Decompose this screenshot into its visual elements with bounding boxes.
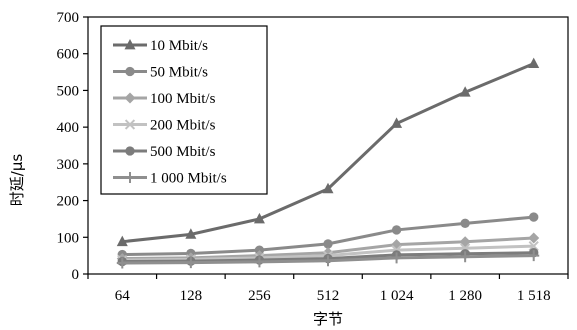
legend-item: 200 Mbit/s [113,118,216,134]
legend-marker [125,146,135,156]
x-tick-label: 1 518 [517,288,551,304]
data-point [460,218,470,229]
data-point [322,182,334,194]
legend-item: 50 Mbit/s [113,65,208,81]
x-axis-title: 字节 [313,310,343,328]
legend-item: 100 Mbit/s [113,91,216,107]
legend-label: 50 Mbit/s [150,65,208,81]
legend-marker [124,92,136,104]
legend-label: 200 Mbit/s [150,118,216,134]
legend-label: 1 000 Mbit/s [150,171,227,187]
plot-frame [87,16,569,275]
x-tick-label: 1 280 [448,288,482,304]
legend-marker [124,172,136,183]
data-point [459,86,471,97]
plot-border [87,16,569,275]
legend-label: 100 Mbit/s [150,91,216,107]
legend-marker [125,66,135,77]
legend-label: 500 Mbit/s [150,144,216,160]
y-tick-label: 600 [57,47,80,63]
x-axis: 64 128 256 512 1 024 1 280 1 518 [87,274,569,304]
y-axis-title: 时延/μs [8,154,26,207]
legend-label: 10 Mbit/s [150,38,208,54]
data-point [116,257,128,269]
x-tick-label: 1 024 [380,288,414,304]
y-tick-label: 100 [57,230,80,246]
data-point [253,212,265,224]
data-point [391,239,403,251]
series-layer [116,57,540,269]
legend-marker [124,119,136,130]
legend: 10 Mbit/s 50 Mbit/s 100 Mbit/s 200 Mbit/s 50… [100,25,268,195]
legend-item: 1 000 Mbit/s [113,171,227,187]
y-tick-label: 700 [57,10,80,26]
series-5 [116,250,540,269]
legend-marker [124,38,136,50]
data-point [116,235,128,247]
x-tick-label: 64 [115,288,131,304]
data-point [391,117,403,128]
data-point [185,257,197,269]
data-point [391,225,402,235]
data-point [529,212,539,222]
x-tick-label: 512 [317,288,340,304]
y-tick-label: 300 [57,157,80,173]
series-0 [116,57,540,247]
y-tick-label: 500 [57,83,80,99]
data-point [185,228,197,239]
data-point [323,239,333,249]
data-point [391,252,403,264]
y-tick-label: 400 [57,120,80,136]
data-point [459,251,471,263]
data-point [528,57,540,69]
data-point [322,255,334,267]
data-point [253,256,265,268]
x-tick-label: 256 [248,288,271,304]
legend-box [100,25,268,195]
data-point [254,245,265,255]
legend-item: 10 Mbit/s [113,38,208,54]
data-point [528,250,540,262]
data-point [528,240,539,252]
y-tick-label: 0 [72,267,80,283]
y-tick-label: 200 [57,194,80,210]
data-point [528,232,540,244]
legend-item: 500 Mbit/s [113,144,216,160]
x-tick-label: 128 [180,288,203,304]
y-axis: 0 100 200 300 400 500 600 700 [57,10,88,283]
